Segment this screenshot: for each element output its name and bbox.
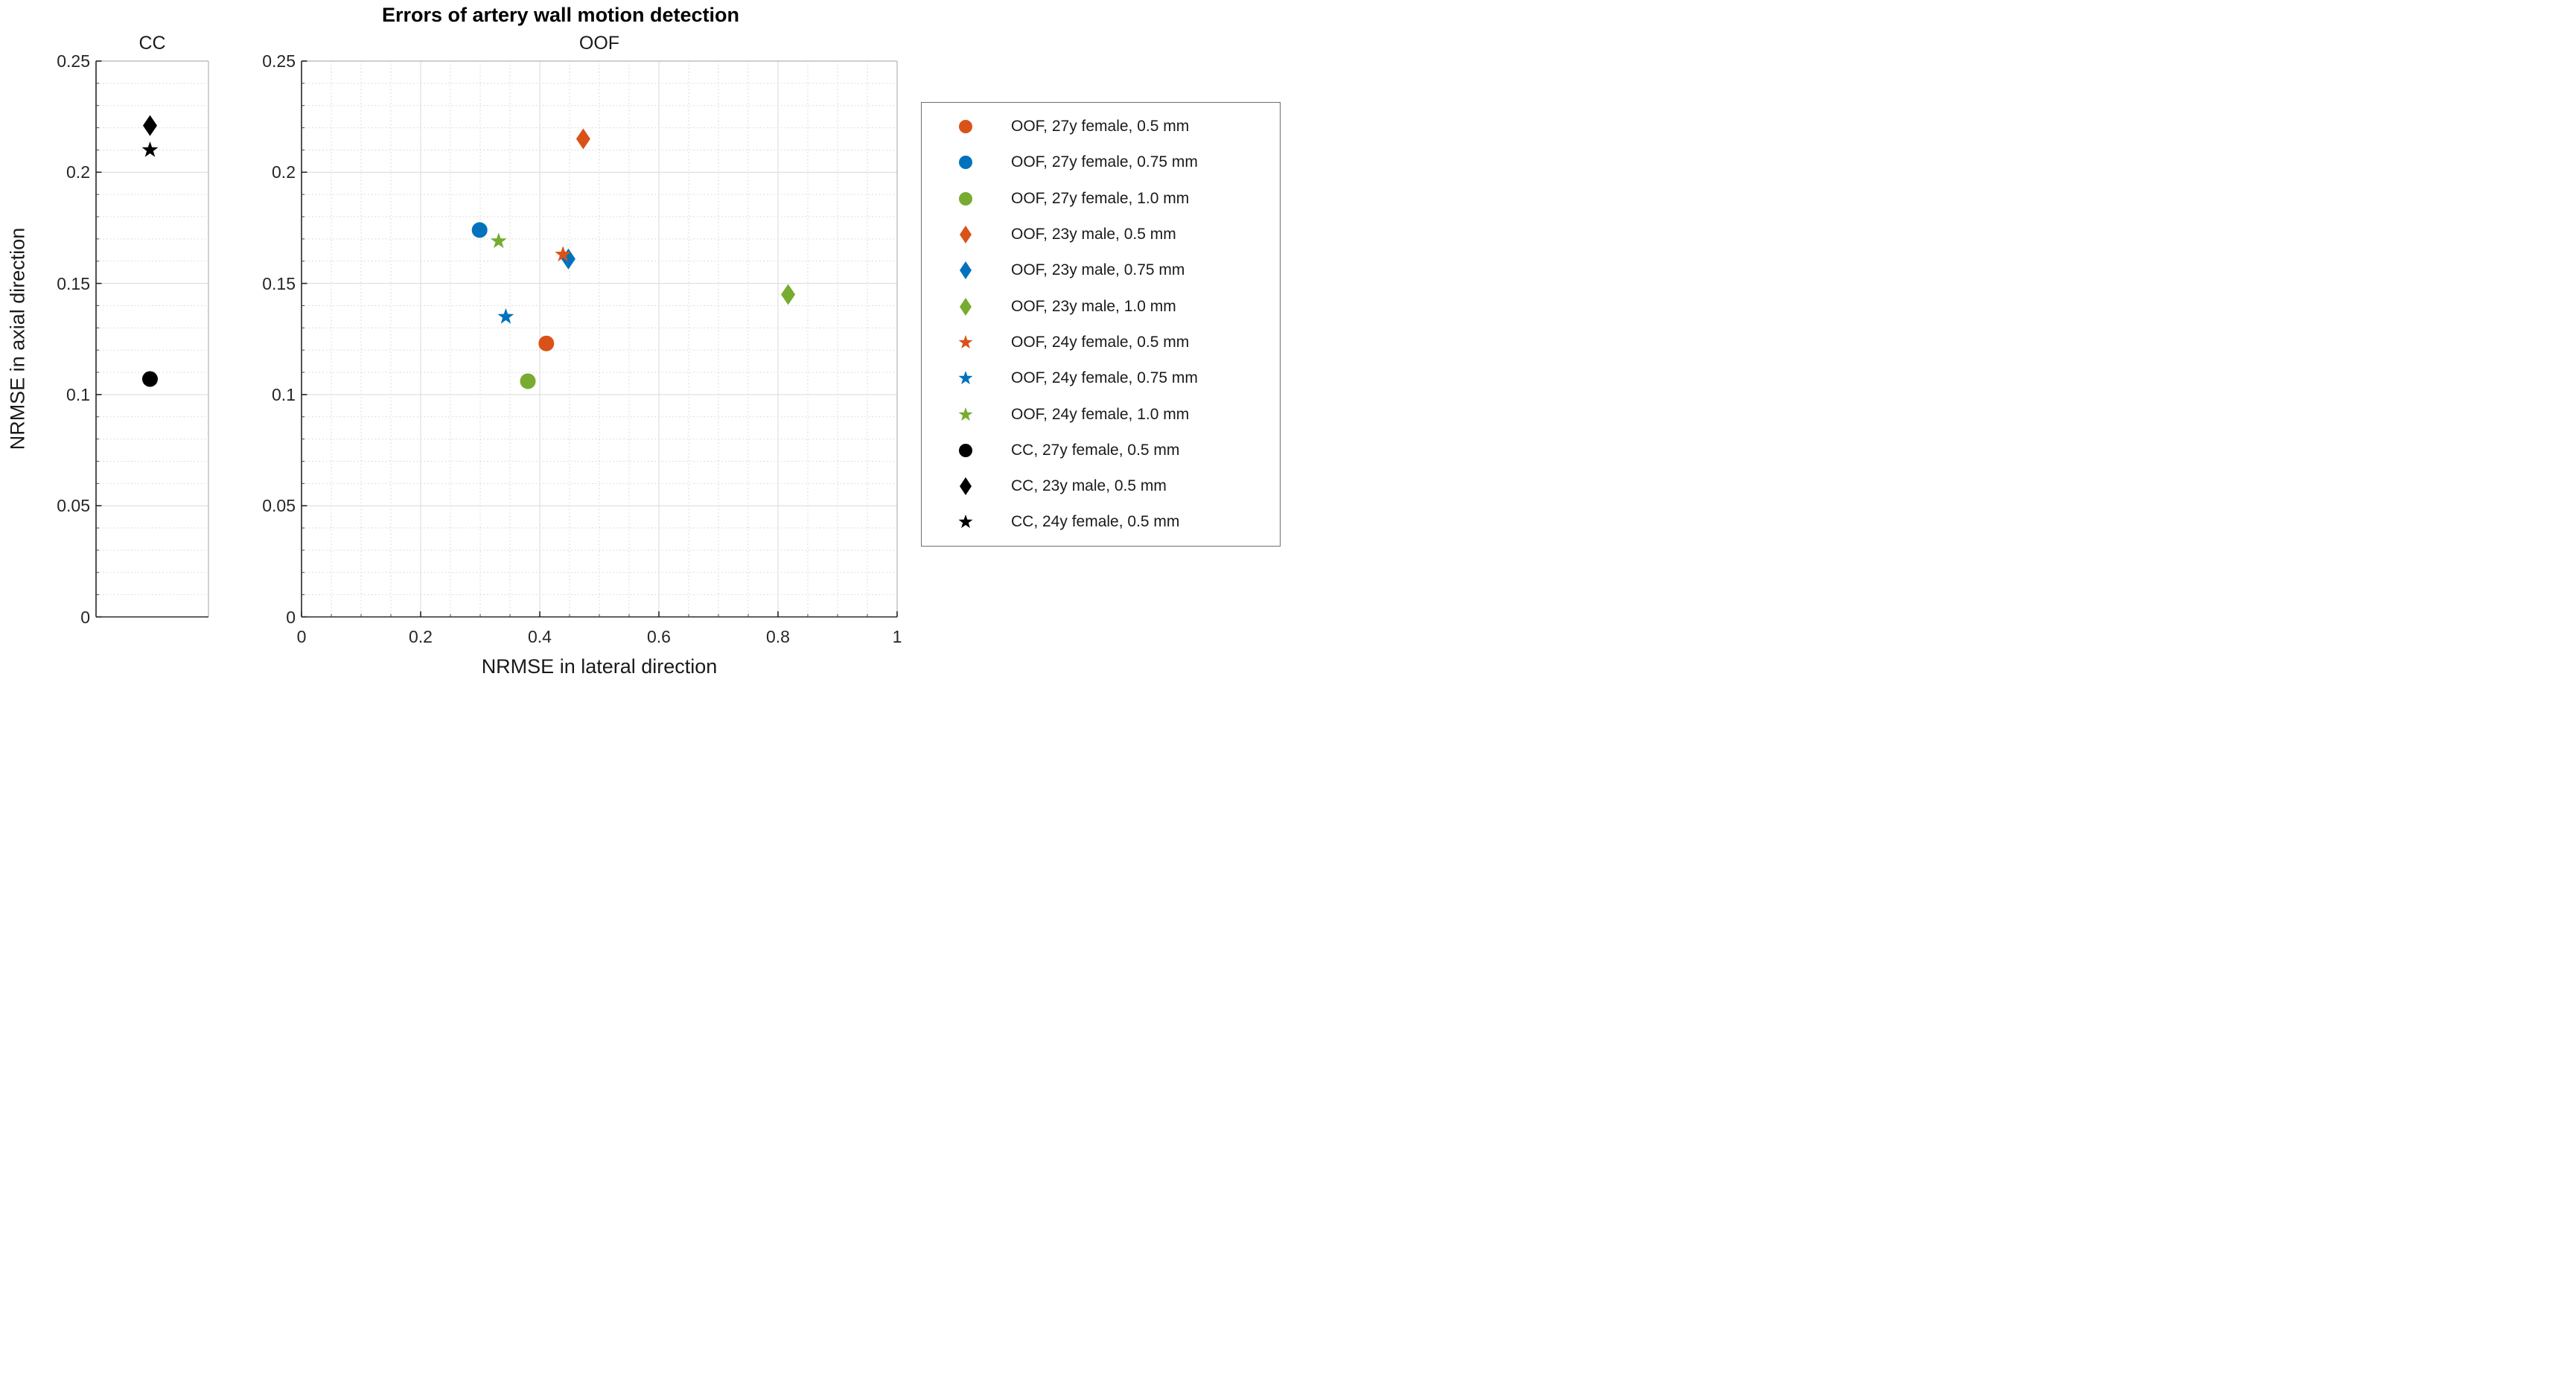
legend-item-label: CC, 24y female, 0.5 mm bbox=[1011, 513, 1180, 531]
circle-marker-icon bbox=[959, 191, 972, 206]
legend-item: OOF, 24y female, 1.0 mm bbox=[922, 396, 1280, 432]
data-point-circle bbox=[959, 120, 972, 134]
data-point-star bbox=[958, 371, 973, 385]
y-tick-label-cc: 0 bbox=[80, 607, 90, 627]
legend-item-label: OOF, 27y female, 0.5 mm bbox=[1011, 118, 1190, 136]
diamond-marker-icon bbox=[960, 297, 972, 316]
legend-item: OOF, 23y male, 1.0 mm bbox=[922, 288, 1280, 324]
figure-title: Errors of artery wall motion detection bbox=[381, 4, 740, 26]
data-point-diamond bbox=[960, 226, 972, 244]
cc-panel-title: CC bbox=[138, 33, 166, 54]
legend-item: CC, 24y female, 0.5 mm bbox=[922, 504, 1280, 540]
legend-item-label: OOF, 23y male, 0.75 mm bbox=[1011, 261, 1185, 279]
legend-item-label: CC, 27y female, 0.5 mm bbox=[1011, 441, 1180, 459]
data-point-star bbox=[958, 515, 973, 529]
x-axis-label: NRMSE in lateral direction bbox=[481, 655, 718, 678]
y-tick-label-cc: 0.15 bbox=[57, 273, 90, 293]
y-tick-label-oof: 0.25 bbox=[262, 51, 296, 71]
legend-item: OOF, 23y male, 0.75 mm bbox=[922, 252, 1280, 288]
x-tick-label-oof: 0.4 bbox=[528, 626, 552, 646]
x-tick-label-oof: 0.8 bbox=[766, 626, 790, 646]
star-marker-icon bbox=[958, 334, 973, 349]
circle-marker-icon bbox=[959, 156, 972, 170]
data-point-star bbox=[490, 232, 507, 249]
y-tick-label-oof: 0.1 bbox=[272, 384, 296, 404]
legend-item-label: OOF, 24y female, 0.75 mm bbox=[1011, 369, 1198, 387]
data-point-circle bbox=[959, 156, 972, 170]
legend-item-label: OOF, 24y female, 1.0 mm bbox=[1011, 405, 1190, 423]
legend-item: OOF, 23y male, 0.5 mm bbox=[922, 217, 1280, 252]
legend-item-label: OOF, 24y female, 0.5 mm bbox=[1011, 333, 1190, 351]
diamond-marker-icon bbox=[960, 477, 972, 496]
y-tick-label-cc: 0.05 bbox=[57, 496, 90, 516]
data-point-star bbox=[141, 141, 159, 157]
legend-item: OOF, 27y female, 1.0 mm bbox=[922, 181, 1280, 217]
data-point-circle bbox=[141, 371, 158, 387]
legend-item-label: OOF, 23y male, 0.5 mm bbox=[1011, 226, 1176, 243]
data-point-star bbox=[958, 334, 973, 349]
legend-item: OOF, 24y female, 0.5 mm bbox=[922, 325, 1280, 360]
data-point-star bbox=[555, 246, 572, 262]
figure: Errors of artery wall motion detection C… bbox=[0, 0, 1288, 691]
diamond-marker-icon bbox=[960, 261, 972, 280]
diamond-marker-icon bbox=[960, 226, 972, 244]
legend-item-label: OOF, 27y female, 0.75 mm bbox=[1011, 153, 1198, 171]
legend-item: CC, 27y female, 0.5 mm bbox=[922, 433, 1280, 468]
legend-item-label: OOF, 27y female, 1.0 mm bbox=[1011, 189, 1190, 207]
legend-item-label: CC, 23y male, 0.5 mm bbox=[1011, 477, 1167, 495]
x-tick-label-oof: 0.6 bbox=[647, 626, 671, 646]
legend-rows: OOF, 27y female, 0.5 mm OOF, 27y female, … bbox=[922, 103, 1280, 541]
star-marker-icon bbox=[958, 371, 973, 385]
data-point-diamond bbox=[960, 297, 972, 316]
chart-canvas bbox=[95, 60, 898, 618]
data-point-diamond bbox=[142, 115, 157, 136]
data-point-circle bbox=[538, 335, 555, 351]
data-point-diamond bbox=[781, 284, 796, 305]
data-point-diamond bbox=[576, 128, 590, 150]
x-tick-label-oof: 0 bbox=[296, 626, 307, 646]
y-tick-label-oof: 0.2 bbox=[272, 162, 296, 182]
legend-item: OOF, 24y female, 0.75 mm bbox=[922, 360, 1280, 396]
y-tick-label-oof: 0.05 bbox=[262, 496, 296, 516]
data-point-diamond bbox=[960, 477, 972, 496]
y-tick-label-cc: 0.25 bbox=[57, 51, 90, 71]
star-marker-icon bbox=[958, 407, 973, 421]
data-point-star bbox=[497, 308, 514, 324]
data-point-circle bbox=[959, 443, 972, 457]
data-point-diamond bbox=[960, 261, 972, 280]
circle-marker-icon bbox=[959, 120, 972, 134]
x-tick-label-oof: 1 bbox=[892, 626, 902, 646]
x-tick-label-oof: 0.2 bbox=[409, 626, 433, 646]
data-point-star bbox=[958, 407, 973, 421]
circle-marker-icon bbox=[959, 443, 972, 457]
legend-item: CC, 23y male, 0.5 mm bbox=[922, 468, 1280, 504]
legend-item: OOF, 27y female, 0.75 mm bbox=[922, 144, 1280, 180]
data-point-circle bbox=[959, 191, 972, 206]
star-marker-icon bbox=[958, 515, 973, 529]
data-point-circle bbox=[471, 222, 488, 238]
legend: OOF, 27y female, 0.5 mm OOF, 27y female, … bbox=[921, 102, 1281, 547]
legend-item-label: OOF, 23y male, 1.0 mm bbox=[1011, 297, 1176, 315]
legend-item: OOF, 27y female, 0.5 mm bbox=[922, 109, 1280, 144]
oof-panel-title: OOF bbox=[578, 33, 620, 54]
y-tick-label-cc: 0.1 bbox=[66, 384, 90, 404]
y-tick-label-oof: 0.15 bbox=[262, 273, 296, 293]
y-tick-label-oof: 0 bbox=[286, 607, 296, 627]
y-tick-label-cc: 0.2 bbox=[66, 162, 90, 182]
data-point-circle bbox=[520, 373, 536, 389]
